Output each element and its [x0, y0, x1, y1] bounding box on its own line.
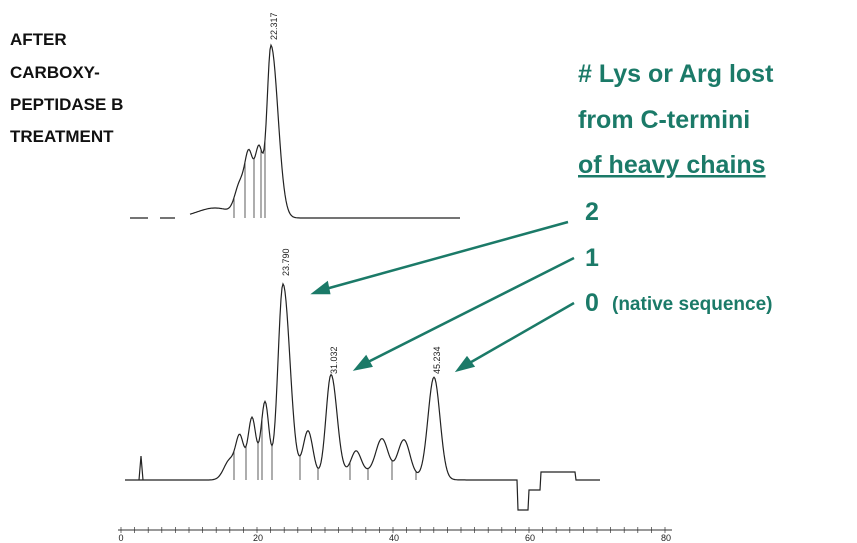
- tick-label: 0: [118, 533, 123, 543]
- arrow: [465, 301, 575, 367]
- peak-label: 23.790: [281, 248, 291, 276]
- arrow: [363, 256, 575, 366]
- top-trace: [130, 43, 460, 219]
- label-line: PEPTIDASE B: [10, 95, 123, 114]
- tick-label: 20: [253, 533, 263, 543]
- label-line: TREATMENT: [10, 127, 114, 146]
- legend-number: 1: [585, 244, 599, 272]
- peak-label: 22.317: [269, 12, 279, 40]
- peak-drops: [233, 139, 417, 480]
- arrowhead: [454, 355, 476, 373]
- legend-number: 0: [585, 289, 599, 317]
- legend-title: # Lys or Arg lost: [578, 60, 774, 88]
- label-line: CARBOXY-: [10, 63, 100, 82]
- legend: # Lys or Arg lost from C-termini of heav…: [578, 60, 774, 317]
- peak-label: 45.234: [432, 346, 442, 374]
- legend-number: 2: [585, 198, 599, 226]
- legend-note: (native sequence): [612, 294, 773, 315]
- x-axis: 0 20 40 60 80: [118, 527, 672, 543]
- bottom-trace: [125, 282, 600, 511]
- arrow: [321, 220, 569, 292]
- arrowhead: [310, 280, 331, 295]
- arrowhead: [352, 354, 373, 371]
- label-line: AFTER: [10, 30, 67, 49]
- tick-label: 80: [661, 533, 671, 543]
- tick-label: 40: [389, 533, 399, 543]
- peak-label: 31.032: [329, 346, 339, 374]
- left-label: AFTER CARBOXY- PEPTIDASE B TREATMENT: [10, 30, 123, 146]
- legend-title: of heavy chains: [578, 151, 766, 179]
- tick-label: 60: [525, 533, 535, 543]
- axis-minor-ticks: [120, 527, 666, 533]
- legend-title: from C-termini: [578, 106, 750, 134]
- arrows: [310, 220, 575, 373]
